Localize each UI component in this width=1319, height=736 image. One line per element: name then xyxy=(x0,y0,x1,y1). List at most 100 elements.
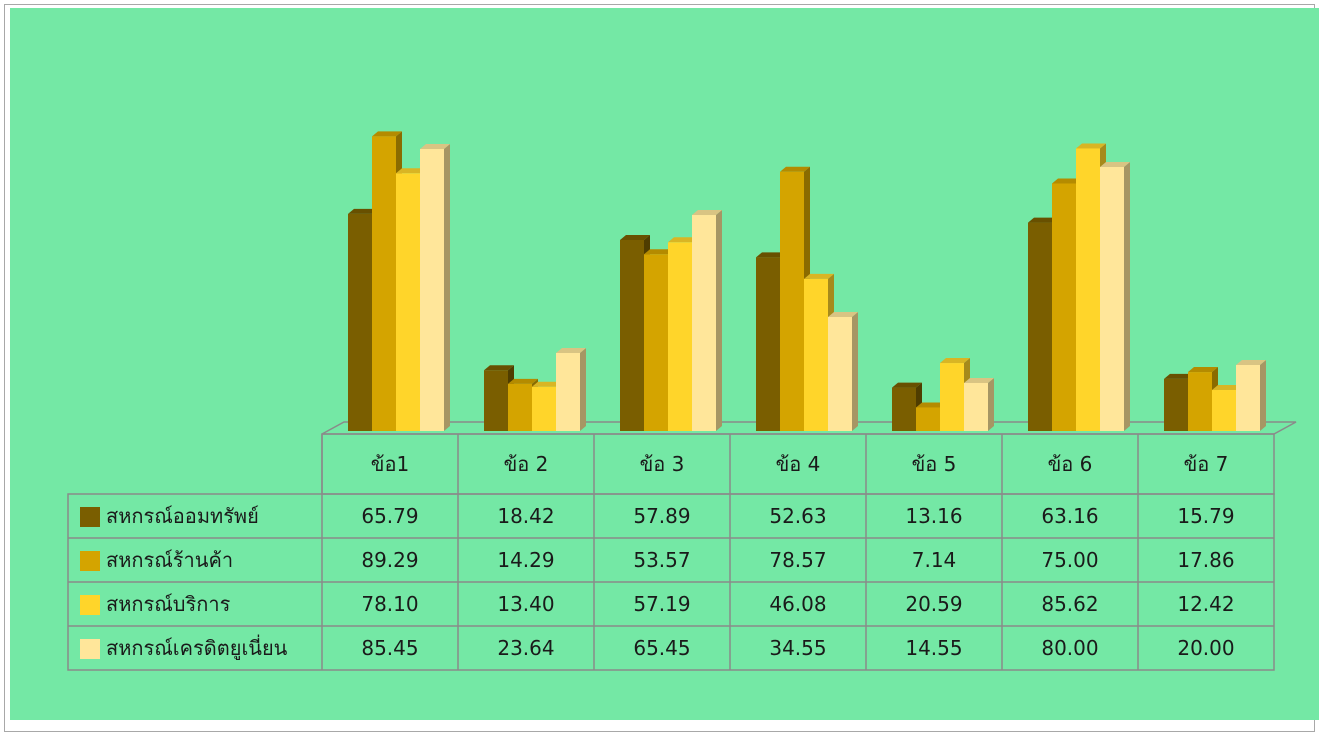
bar-top xyxy=(756,252,786,258)
bar-side xyxy=(1124,162,1130,431)
data-value: 65.79 xyxy=(361,504,418,528)
data-value: 13.16 xyxy=(905,504,962,528)
legend-label: สหกรณ์ออมทรัพย์ xyxy=(106,504,259,528)
data-value: 20.00 xyxy=(1177,636,1234,660)
bar-top xyxy=(1236,360,1266,365)
chart-area: ข้อ1 ข้อ 2 ข้อ 3 ข้อ 4 ข้อ 5 ข้อ 6 ข้อ 7 สหกรณ์… xyxy=(10,8,1319,720)
category-label: ข้อ 7 xyxy=(1184,452,1229,476)
bar-top xyxy=(804,273,834,279)
bar xyxy=(1100,167,1124,431)
bar xyxy=(916,407,940,431)
category-label: ข้อ 4 xyxy=(776,452,821,476)
data-value: 57.19 xyxy=(633,592,690,616)
category-label: ข้อ 5 xyxy=(912,452,957,476)
bar-top xyxy=(556,347,586,353)
data-value: 34.55 xyxy=(769,636,826,660)
category-label: ข้อ 2 xyxy=(504,452,549,476)
data-value: 20.59 xyxy=(905,592,962,616)
bar-top xyxy=(940,358,970,364)
data-value: 17.86 xyxy=(1177,548,1234,572)
bar xyxy=(372,136,396,431)
bar xyxy=(556,352,580,431)
data-value: 78.10 xyxy=(361,592,418,616)
legend-label: สหกรณ์ร้านค้า xyxy=(106,548,233,572)
data-value: 13.40 xyxy=(497,592,554,616)
bar xyxy=(940,363,964,431)
category-label: ข้อ1 xyxy=(371,452,409,476)
data-value: 14.55 xyxy=(905,636,962,660)
bar xyxy=(892,387,916,431)
bar-top xyxy=(348,208,378,214)
bar xyxy=(420,149,444,431)
bar xyxy=(644,254,668,431)
data-value: 57.89 xyxy=(633,504,690,528)
data-value: 75.00 xyxy=(1041,548,1098,572)
data-value: 80.00 xyxy=(1041,636,1098,660)
data-value: 12.42 xyxy=(1177,592,1234,616)
bar xyxy=(508,383,532,431)
bar xyxy=(396,173,420,431)
data-value: 89.29 xyxy=(361,548,418,572)
bar xyxy=(620,239,644,431)
bar xyxy=(780,171,804,431)
bar xyxy=(692,215,716,431)
bar xyxy=(756,257,780,431)
bar xyxy=(1236,365,1260,431)
bar-top xyxy=(532,381,562,387)
bar xyxy=(1212,390,1236,431)
data-value: 23.64 xyxy=(497,636,554,660)
bar-top xyxy=(508,378,538,384)
bar xyxy=(804,278,828,431)
bar-side xyxy=(580,347,586,431)
bar xyxy=(484,370,508,431)
bar-top xyxy=(892,382,922,388)
bar-top xyxy=(780,166,810,172)
legend-label: สหกรณ์เครดิตยูเนี่ยน xyxy=(106,634,288,661)
legend-swatch xyxy=(80,595,100,615)
bar-top xyxy=(1212,385,1242,391)
bar xyxy=(532,386,556,431)
legend-label: สหกรณ์บริการ xyxy=(106,592,231,616)
data-value: 85.62 xyxy=(1041,592,1098,616)
chart-svg: ข้อ1 ข้อ 2 ข้อ 3 ข้อ 4 ข้อ 5 ข้อ 6 ข้อ 7 สหกรณ์… xyxy=(67,131,1297,671)
bar-top xyxy=(1100,162,1130,167)
bar-side xyxy=(852,311,858,431)
bar-top xyxy=(1076,143,1106,149)
bar xyxy=(1076,148,1100,432)
bar-top xyxy=(396,168,426,174)
data-value: 65.45 xyxy=(633,636,690,660)
bar xyxy=(1028,222,1052,431)
bar xyxy=(1052,183,1076,431)
category-label: ข้อ 6 xyxy=(1048,452,1093,476)
bar-top xyxy=(668,237,698,243)
bar-top xyxy=(372,131,402,137)
bar-top xyxy=(484,365,514,371)
bar-top xyxy=(1028,217,1058,223)
data-value: 18.42 xyxy=(497,504,554,528)
bar xyxy=(1164,378,1188,431)
bar xyxy=(668,242,692,431)
bar xyxy=(1188,372,1212,431)
data-value: 78.57 xyxy=(769,548,826,572)
data-value: 15.79 xyxy=(1177,504,1234,528)
legend-swatch xyxy=(80,551,100,571)
bar-top xyxy=(964,377,994,383)
data-value: 53.57 xyxy=(633,548,690,572)
bar xyxy=(964,382,988,431)
legend-swatch xyxy=(80,639,100,659)
legend-swatch xyxy=(80,507,100,527)
data-value: 63.16 xyxy=(1041,504,1098,528)
data-value: 46.08 xyxy=(769,592,826,616)
bar-top xyxy=(916,402,946,408)
bar-top xyxy=(828,311,858,317)
bar-top xyxy=(620,234,650,240)
bar-top xyxy=(644,249,674,255)
bar-side xyxy=(988,377,994,431)
bar-top xyxy=(420,144,450,150)
data-value: 7.14 xyxy=(912,548,957,572)
category-label: ข้อ 3 xyxy=(640,452,685,476)
bar-top xyxy=(692,210,722,216)
data-value: 85.45 xyxy=(361,636,418,660)
data-value: 52.63 xyxy=(769,504,826,528)
bar-top xyxy=(1188,367,1218,373)
